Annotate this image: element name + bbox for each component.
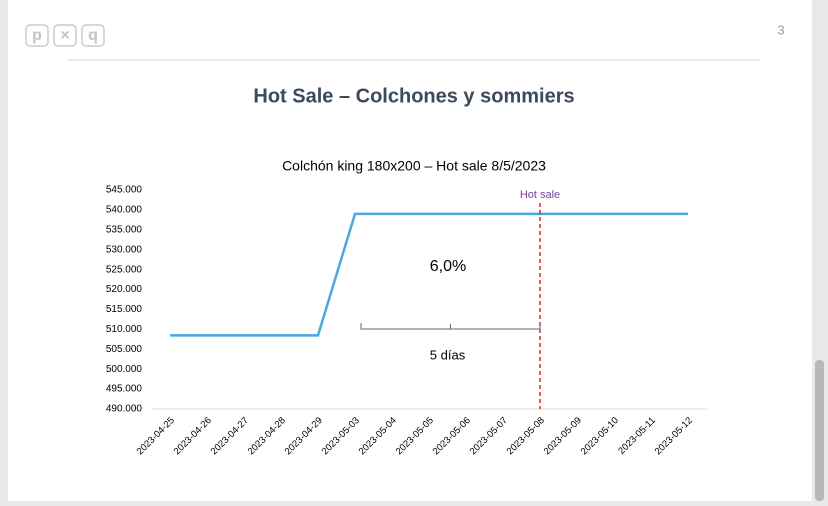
y-tick-label: 520.000 (106, 284, 143, 295)
y-tick-label: 505.000 (106, 344, 143, 355)
logo-letter: q (88, 27, 98, 44)
annotation: 6,0% (430, 258, 466, 275)
logo (25, 24, 105, 47)
logo-box (81, 24, 105, 47)
chart-title: Colchón king 180x200 – Hot sale 8/5/2023 (282, 158, 546, 174)
logo-box (53, 24, 77, 47)
hot-sale-label: Hot sale (520, 189, 560, 201)
y-tick-label: 500.000 (106, 364, 143, 375)
slide-background (8, 0, 812, 501)
y-tick-label: 495.000 (106, 384, 143, 395)
page-number: 3 (777, 22, 784, 37)
y-tick-label: 525.000 (106, 264, 143, 275)
bracket (360, 323, 541, 330)
y-tick-label: 510.000 (106, 324, 143, 335)
y-tick-label: 545.000 (106, 185, 143, 196)
logo-letter: p (32, 27, 42, 44)
logo-letter: × (60, 27, 69, 44)
line (170, 212, 688, 337)
scrollbar[interactable] (815, 360, 824, 501)
y-tick-label: 530.000 (106, 244, 143, 255)
logo-box (25, 24, 49, 47)
slide-title: Hot Sale – Colchones y sommiers (253, 85, 574, 107)
y-tick-label: 490.000 (106, 404, 143, 415)
bracket-label: 5 días (430, 347, 466, 362)
y-tick-label: 540.000 (106, 205, 143, 216)
y-tick-label: 515.000 (106, 304, 143, 315)
y-tick-label: 535.000 (106, 224, 143, 235)
